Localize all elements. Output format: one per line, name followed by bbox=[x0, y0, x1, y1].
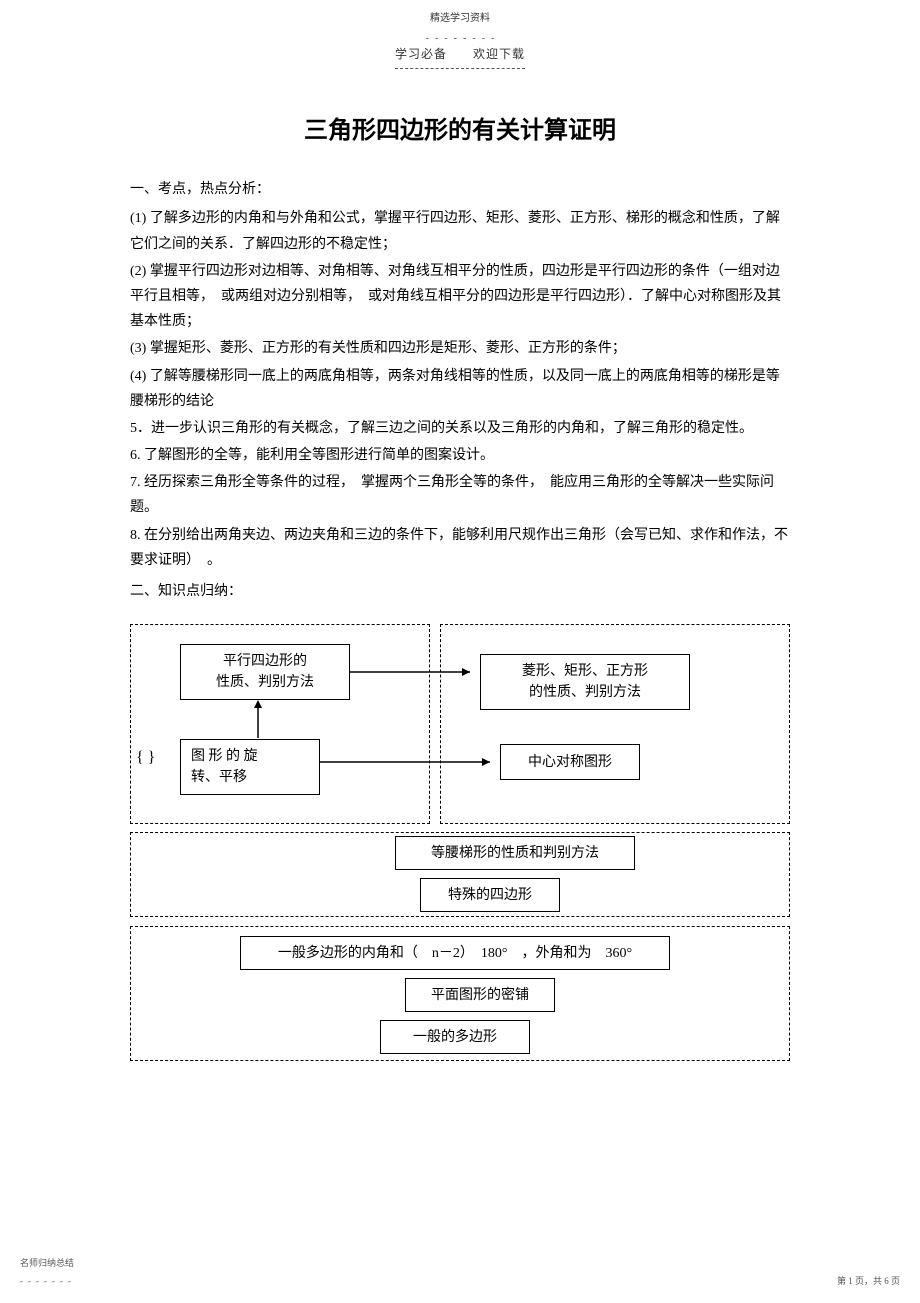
box-tessellation: 平面图形的密铺 bbox=[405, 978, 555, 1012]
box-general-polygon: 一般的多边形 bbox=[380, 1020, 530, 1054]
arrow-top-horizontal bbox=[350, 662, 480, 682]
subhead-left: 学习必备 bbox=[395, 47, 447, 61]
top-header: 精选学习资料 -------- bbox=[426, 10, 495, 48]
box-special-quad-label: 特殊的四边形 bbox=[420, 878, 560, 912]
box-polygon-angle: 一般多边形的内角和（ n－2） 180° ，外角和为 360° bbox=[240, 936, 670, 970]
para-2: (2) 掌握平行四边形对边相等、对角相等、对角线互相平分的性质，四边形是平行四边… bbox=[130, 259, 790, 335]
section-2-head: 二、知识点归纳： bbox=[130, 579, 790, 604]
box-special-quads: 菱形、矩形、正方形 的性质、判别方法 bbox=[480, 654, 690, 710]
para-5: 5．进一步认识三角形的有关概念，了解三边之间的关系以及三角形的内角和，了解三角形… bbox=[130, 416, 790, 441]
sub-header: 学习必备 欢迎下载 bbox=[395, 44, 525, 69]
para-6: 6. 了解图形的全等，能利用全等图形进行简单的图案设计。 bbox=[130, 443, 790, 468]
para-4: (4) 了解等腰梯形同一底上的两底角相等，两条对角线相等的性质，以及同一底上的两… bbox=[130, 364, 790, 414]
para-7: 7. 经历探索三角形全等条件的过程， 掌握两个三角形全等的条件， 能应用三角形的… bbox=[130, 470, 790, 520]
para-1: (1) 了解多边形的内角和与外角和公式，掌握平行四边形、矩形、菱形、正方形、梯形… bbox=[130, 206, 790, 256]
box-rotation: 图 形 的 旋 转、平移 bbox=[180, 739, 320, 795]
page-title: 三角形四边形的有关计算证明 bbox=[130, 110, 790, 153]
footer-left: 名师归纳总结 ------- bbox=[20, 1255, 74, 1289]
footer-left-dots: ------- bbox=[20, 1273, 74, 1289]
footer-right: 第 1 页，共 6 页 bbox=[837, 1273, 900, 1289]
arrow-mid-horizontal bbox=[320, 752, 500, 772]
section-1-head: 一、考点，热点分析： bbox=[130, 177, 790, 202]
para-8: 8. 在分别给出两角夹边、两边夹角和三边的条件下，能够利用尺规作出三角形（会写已… bbox=[130, 523, 790, 573]
para-3: (3) 掌握矩形、菱形、正方形的有关性质和四边形是矩形、菱形、正方形的条件； bbox=[130, 336, 790, 361]
knowledge-diagram: { } 平行四边形的 性质、判别方法 菱形、矩形、正方形 的性质、判别方法 图 … bbox=[130, 614, 790, 1064]
document-body: 三角形四边形的有关计算证明 一、考点，热点分析： (1) 了解多边形的内角和与外… bbox=[130, 110, 790, 1064]
box-trapezoid: 等腰梯形的性质和判别方法 bbox=[395, 836, 635, 870]
arrow-vertical-left bbox=[248, 700, 268, 740]
footer-left-text: 名师归纳总结 bbox=[20, 1258, 74, 1268]
box-central-symmetry: 中心对称图形 bbox=[500, 744, 640, 780]
brace-label: { } bbox=[136, 744, 155, 773]
top-header-text: 精选学习资料 bbox=[430, 13, 490, 24]
subhead-right: 欢迎下载 bbox=[473, 47, 525, 61]
box-parallelogram: 平行四边形的 性质、判别方法 bbox=[180, 644, 350, 700]
